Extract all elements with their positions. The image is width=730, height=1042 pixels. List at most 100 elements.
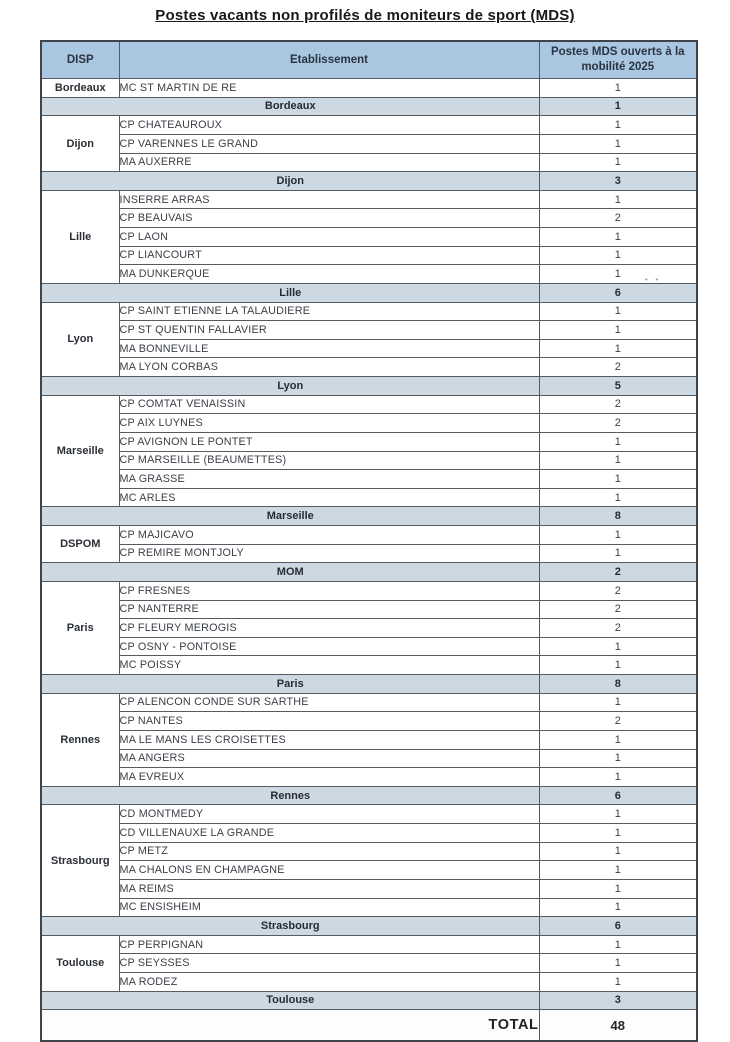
establishment-row: MA GRASSE 1 <box>41 469 698 489</box>
count-cell: 1 <box>538 487 698 508</box>
establishment-cell: CP NANTERRE <box>118 599 540 620</box>
mds-vacancies-table: DISP Etablissement Postes MDS ouverts à … <box>40 40 698 1042</box>
establishment-row: Lyon CP SAINT ETIENNE LA TALAUDIERE 1 <box>40 301 698 377</box>
count-cell: 2 <box>538 357 698 377</box>
establishment-cell: MC ST MARTIN DE RE <box>118 78 540 98</box>
table-header-row: DISP Etablissement Postes MDS ouverts à … <box>40 40 698 79</box>
establishment-cell: CP COMTAT VENAISSIN <box>118 394 540 415</box>
disp-cell: Lille <box>40 189 120 284</box>
establishment-row: CP BEAUVAIS 2 <box>41 208 698 228</box>
column-header-etablissement: Etablissement <box>118 40 540 79</box>
subtotal-count: 3 <box>538 171 698 191</box>
establishment-row: CP METZ 1 <box>41 841 698 862</box>
count-cell: 1 <box>538 972 698 992</box>
establishment-cell: MC POISSY <box>118 655 540 675</box>
subtotal-count: 8 <box>538 506 698 526</box>
establishment-cell: CP OSNY - PONTOISE <box>118 636 540 657</box>
subtotal-row: Marseille 8 <box>40 506 698 526</box>
establishment-cell: MA GRASSE <box>118 469 540 489</box>
subtotal-count: 2 <box>538 562 698 582</box>
establishment-row: MA BONNEVILLE 1 <box>41 338 698 359</box>
count-cell: 1 <box>538 431 698 452</box>
count-cell: 1 <box>538 804 698 824</box>
disp-cell: Marseille <box>40 394 120 508</box>
establishment-row: MA LE MANS LES CROISETTES 1 <box>41 729 698 750</box>
establishment-row: MC POISSY 1 <box>41 655 698 675</box>
count-cell: 1 <box>538 823 698 843</box>
disp-cell: Dijon <box>40 115 120 173</box>
establishment-cell: CP LIANCOURT <box>118 245 540 266</box>
subtotal-label: Dijon <box>40 171 540 191</box>
column-header-postes: Postes MDS ouverts à la mobilité 2025 <box>538 40 698 79</box>
establishment-cell: MC ENSISHEIM <box>118 897 540 918</box>
establishment-cell: INSERRE ARRAS <box>118 189 540 210</box>
count-cell: 1 <box>538 729 698 750</box>
establishment-row: Strasbourg CD MONTMEDY 1 <box>40 804 698 918</box>
count-cell: 1 <box>538 860 698 880</box>
table-body: Bordeaux MC ST MARTIN DE RE 1 Bordeaux 1 Dijo… <box>40 78 698 1042</box>
establishment-cell: CP BEAUVAIS <box>118 208 540 228</box>
subtotal-label: Rennes <box>40 785 540 806</box>
establishment-cell: CP FLEURY MEROGIS <box>118 618 540 638</box>
establishment-row: Dijon CP CHATEAUROUX 1 <box>40 115 698 173</box>
count-cell: 1 <box>538 320 698 340</box>
subtotal-label: Strasbourg <box>40 916 540 936</box>
establishment-row: MC ENSISHEIM 1 <box>41 897 698 918</box>
subtotal-count: 6 <box>538 785 698 806</box>
disp-cell: Toulouse <box>40 934 120 992</box>
establishment-row: Toulouse CP PERPIGNAN 1 <box>40 934 698 992</box>
count-cell: 1 <box>538 78 698 98</box>
scan-noise: • • <box>645 275 662 284</box>
establishment-row: CD VILLENAUXE LA GRANDE 1 <box>41 823 698 843</box>
count-cell: 1 <box>538 878 698 899</box>
subtotal-label: MOM <box>40 562 540 582</box>
column-header-disp: DISP <box>40 40 120 79</box>
establishment-row: CP LIANCOURT 1 <box>41 245 698 266</box>
establishment-row: MA RODEZ 1 <box>41 972 698 992</box>
subtotal-row: Lille 6 <box>40 282 698 303</box>
count-cell: 1 <box>538 636 698 657</box>
establishment-row: CP ST QUENTIN FALLAVIER 1 <box>41 320 698 340</box>
subtotal-row: Paris 8 <box>40 674 698 694</box>
count-cell: 1 <box>538 525 698 545</box>
subtotal-count: 5 <box>538 376 698 396</box>
establishment-cell: MA CHALONS EN CHAMPAGNE <box>118 860 540 880</box>
establishment-cell: CP PERPIGNAN <box>118 934 540 955</box>
establishment-row: MC ARLES 1 <box>41 487 698 508</box>
count-cell: 2 <box>538 394 698 415</box>
count-cell: 1 <box>538 301 698 322</box>
establishment-row: CP LAON 1 <box>41 227 698 247</box>
total-row: TOTAL 48 <box>40 1009 698 1042</box>
establishment-row: MA ANGERS 1 <box>41 748 698 769</box>
subtotal-count: 6 <box>538 282 698 303</box>
subtotal-count: 3 <box>538 990 698 1011</box>
establishment-cell: CP VARENNES LE GRAND <box>118 133 540 154</box>
establishment-cell: CP MAJICAVO <box>118 525 540 545</box>
establishment-row: Bordeaux MC ST MARTIN DE RE 1 <box>40 78 698 98</box>
disp-cell: Paris <box>40 580 120 676</box>
count-cell: 1 <box>538 692 698 713</box>
count-cell: 2 <box>538 208 698 228</box>
establishment-cell: CP REMIRE MONTJOLY <box>118 543 540 564</box>
establishment-row: Paris CP FRESNES 2 <box>40 580 698 676</box>
establishment-row: MA EVREUX 1 <box>41 767 698 787</box>
establishment-cell: CP AIX LUYNES <box>118 413 540 433</box>
establishment-cell: CP MARSEILLE (BEAUMETTES) <box>118 450 540 471</box>
count-cell: 2 <box>538 599 698 620</box>
establishment-cell: MA RODEZ <box>118 972 540 992</box>
establishment-cell: CP SEYSSES <box>118 953 540 973</box>
establishment-cell: MA BONNEVILLE <box>118 338 540 359</box>
establishment-cell: MA LYON CORBAS <box>118 357 540 377</box>
count-cell: 1 <box>538 227 698 247</box>
disp-cell: Lyon <box>40 301 120 377</box>
establishment-cell: CD VILLENAUXE LA GRANDE <box>118 823 540 843</box>
count-cell: 1 <box>538 189 698 210</box>
page-title: Postes vacants non profilés de moniteurs… <box>155 7 575 24</box>
establishment-row: CP AIX LUYNES 2 <box>41 413 698 433</box>
establishment-cell: CP ALENCON CONDE SUR SARTHE <box>118 692 540 713</box>
establishment-cell: CP LAON <box>118 227 540 247</box>
disp-cell: Strasbourg <box>40 804 120 918</box>
establishment-row: MA LYON CORBAS 2 <box>41 357 698 377</box>
establishment-row: CP AVIGNON LE PONTET 1 <box>41 431 698 452</box>
establishment-cell: MA EVREUX <box>118 767 540 787</box>
